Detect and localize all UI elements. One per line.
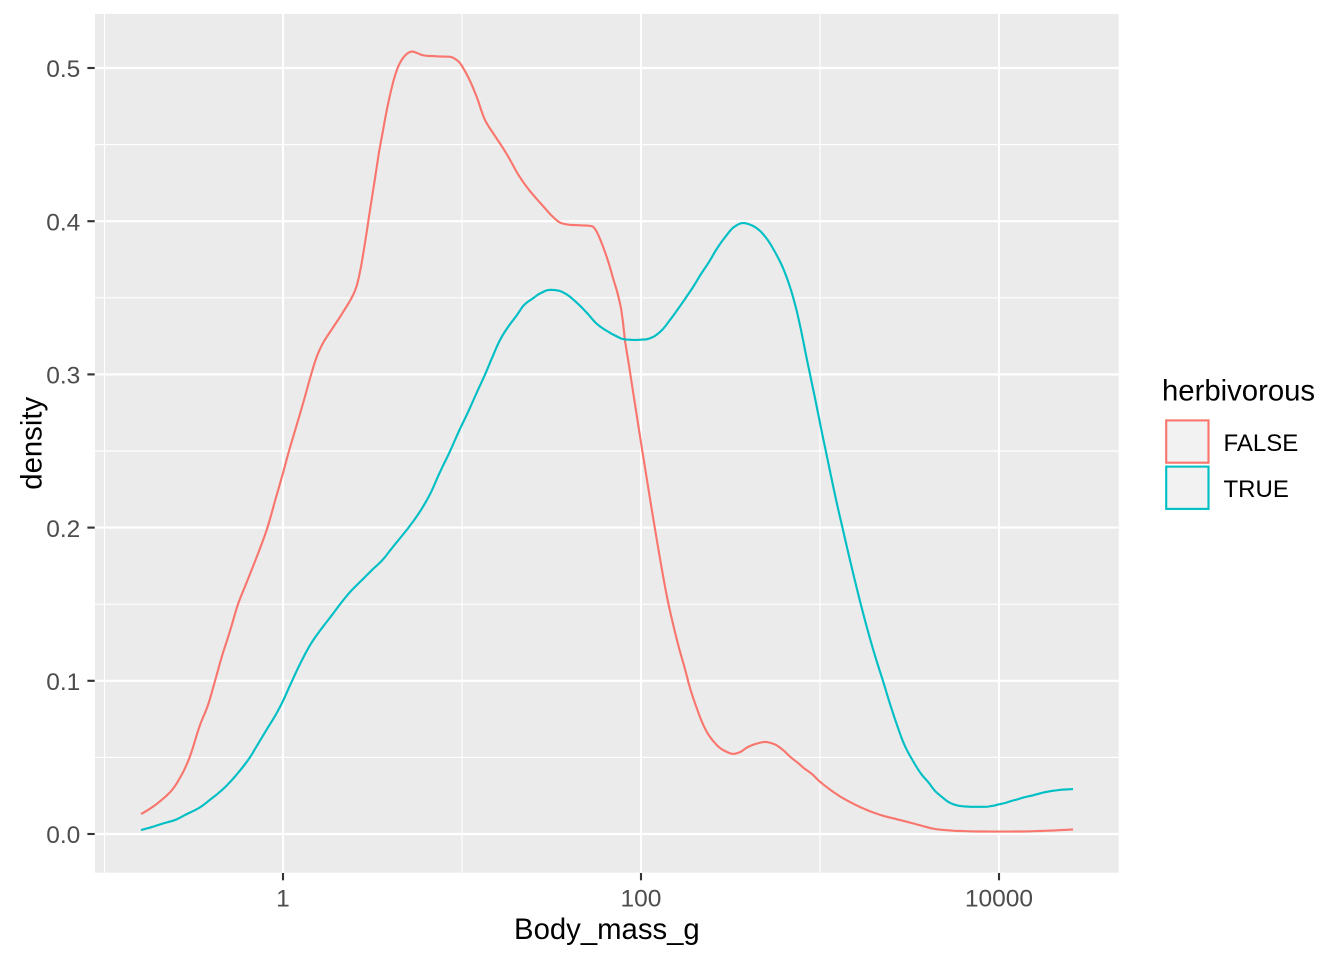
svg-text:0.4: 0.4 <box>46 209 80 236</box>
svg-text:10000: 10000 <box>965 886 1033 913</box>
svg-text:0.3: 0.3 <box>46 363 80 390</box>
svg-text:Body_mass_g: Body_mass_g <box>514 913 700 946</box>
svg-text:1: 1 <box>276 886 290 913</box>
svg-text:0.1: 0.1 <box>46 669 80 696</box>
svg-text:100: 100 <box>621 886 662 913</box>
svg-text:0.0: 0.0 <box>46 822 80 849</box>
svg-text:TRUE: TRUE <box>1224 476 1289 503</box>
svg-text:0.5: 0.5 <box>46 56 80 83</box>
svg-text:density: density <box>16 397 49 490</box>
svg-text:herbivorous: herbivorous <box>1162 375 1315 408</box>
svg-text:FALSE: FALSE <box>1224 430 1299 457</box>
svg-text:0.2: 0.2 <box>46 516 80 543</box>
